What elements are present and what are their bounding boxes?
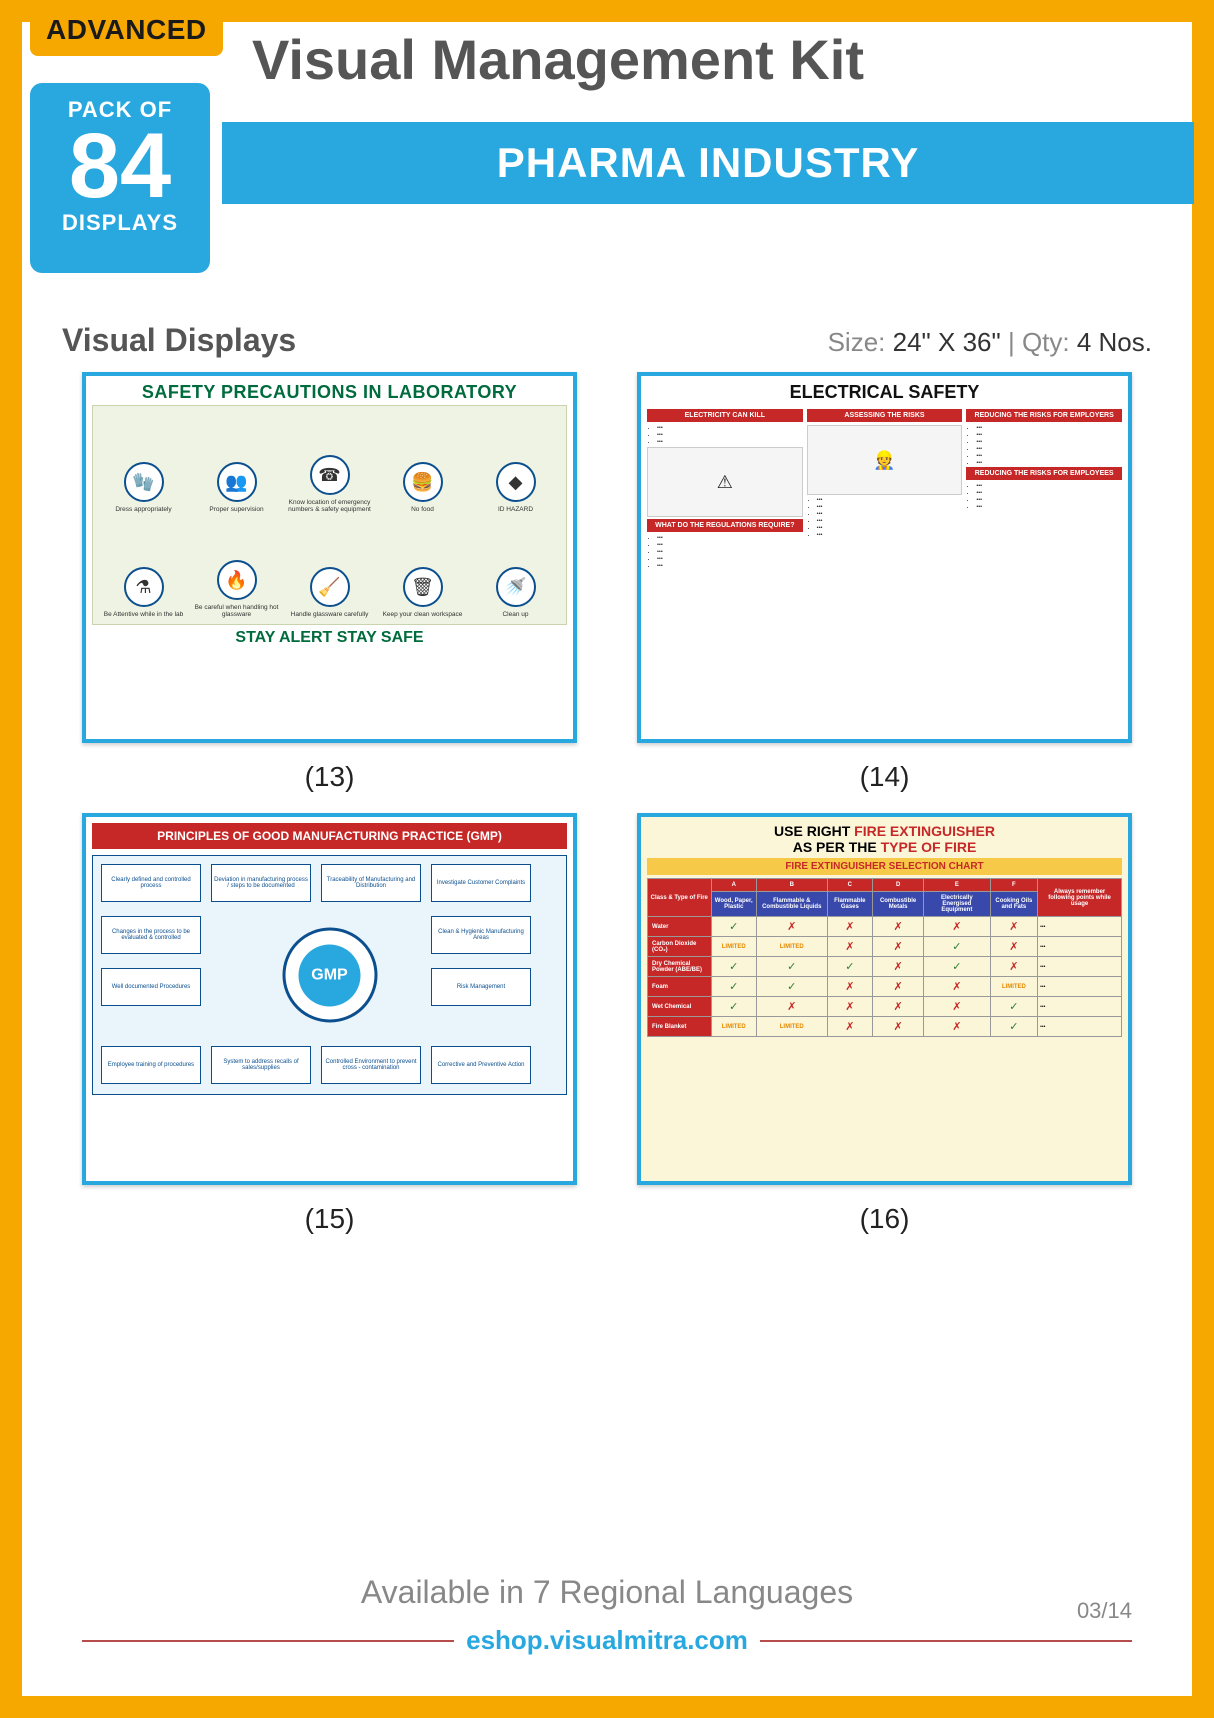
section-meta: Size: 24" X 36" | Qty: 4 Nos. [828, 327, 1152, 358]
poster-13: SAFETY PRECAUTIONS IN LABORATORY 🧤 Dress … [82, 372, 577, 793]
section-header: Visual Displays Size: 24" X 36" | Qty: 4… [62, 322, 1152, 359]
safety-label: ID HAZARD [498, 506, 533, 513]
safety-cell: 🍔 No food [378, 412, 467, 513]
safety-cell: 🧤 Dress appropriately [99, 412, 188, 513]
safety-label: Handle glassware carefully [291, 611, 369, 618]
gmp-label: GMP [299, 944, 361, 1006]
advanced-badge: ADVANCED [30, 0, 223, 56]
gmp-box: Clean & Hygienic Manufacturing Areas [431, 916, 531, 954]
poster-14-image: ELECTRICAL SAFETY ELECTRICITY CAN KILL •… [637, 372, 1132, 743]
poster-14-caption: (14) [860, 761, 910, 793]
p14-hdr-2: ASSESSING THE RISKS [807, 409, 963, 422]
safety-icon: 👥 [217, 462, 257, 502]
poster-16-subtitle: FIRE EXTINGUISHER SELECTION CHART [647, 858, 1122, 875]
gmp-box: Clearly defined and controlled process [101, 864, 201, 902]
safety-cell: 👥 Proper supervision [192, 412, 281, 513]
poster-13-footer: STAY ALERT STAY SAFE [86, 625, 573, 653]
safety-icon: 🔥 [217, 560, 257, 600]
industry-bar: PHARMA INDUSTRY [222, 122, 1194, 204]
poster-16-title: USE RIGHT FIRE EXTINGUISHER AS PER THE T… [641, 817, 1128, 855]
pack-count: 84 [30, 123, 210, 210]
gmp-box: System to address recalls of sales/suppl… [211, 1046, 311, 1084]
poster-15: PRINCIPLES OF GOOD MANUFACTURING PRACTIC… [82, 813, 577, 1234]
available-languages: Available in 7 Regional Languages [82, 1574, 1132, 1611]
safety-icon: ☎ [310, 455, 350, 495]
p14-hdr-5: REDUCING THE RISKS FOR EMPLOYEES [966, 467, 1122, 480]
poster-13-image: SAFETY PRECAUTIONS IN LABORATORY 🧤 Dress … [82, 372, 577, 743]
displays-label: DISPLAYS [30, 210, 210, 236]
poster-16: USE RIGHT FIRE EXTINGUISHER AS PER THE T… [637, 813, 1132, 1234]
divider-line [760, 1640, 1132, 1642]
poster-grid: SAFETY PRECAUTIONS IN LABORATORY 🧤 Dress … [82, 372, 1132, 1235]
poster-13-title: SAFETY PRECAUTIONS IN LABORATORY [86, 376, 573, 405]
page-footer: Available in 7 Regional Languages eshop.… [82, 1574, 1132, 1656]
fire-extinguisher-table: Class & Type of FireABCDEFAlways remembe… [647, 878, 1122, 1037]
safety-cell: 🚿 Clean up [471, 517, 560, 618]
qty-label: Qty: [1022, 327, 1070, 357]
poster-13-caption: (13) [305, 761, 355, 793]
gmp-box: Corrective and Preventive Action [431, 1046, 531, 1084]
safety-cell: 🗑 Keep your clean workspace [378, 517, 467, 618]
meta-separator: | [1008, 327, 1022, 357]
safety-icon: 🗑 [403, 567, 443, 607]
safety-cell: ☎ Know location of emergency numbers & sa… [285, 412, 374, 513]
safety-cell: 🧹 Handle glassware carefully [285, 517, 374, 618]
safety-label: No food [411, 506, 434, 513]
safety-label: Dress appropriately [115, 506, 171, 513]
poster-15-image: PRINCIPLES OF GOOD MANUFACTURING PRACTIC… [82, 813, 577, 1184]
gmp-box: Well documented Procedures [101, 968, 201, 1006]
gmp-box: Traceability of Manufacturing and Distri… [321, 864, 421, 902]
gmp-box: Deviation in manufacturing process / ste… [211, 864, 311, 902]
safety-label: Clean up [502, 611, 528, 618]
section-title: Visual Displays [62, 322, 296, 359]
safety-icon: 🚿 [496, 567, 536, 607]
p14-hdr-1: ELECTRICITY CAN KILL [647, 409, 803, 422]
safety-icon: 🧤 [124, 462, 164, 502]
safety-icon: ◆ [496, 462, 536, 502]
safety-label: Keep your clean workspace [383, 611, 463, 618]
gmp-box: Changes in the process to be evaluated &… [101, 916, 201, 954]
shop-url: eshop.visualmitra.com [466, 1625, 748, 1656]
poster-14-title: ELECTRICAL SAFETY [641, 376, 1128, 409]
poster-16-caption: (16) [860, 1203, 910, 1235]
poster-15-title: PRINCIPLES OF GOOD MANUFACTURING PRACTIC… [92, 823, 567, 849]
page-number: 03/14 [1077, 1598, 1132, 1624]
poster-15-caption: (15) [305, 1203, 355, 1235]
poster-16-image: USE RIGHT FIRE EXTINGUISHER AS PER THE T… [637, 813, 1132, 1184]
safety-cell: ⚗ Be Attentive while in the lab [99, 517, 188, 618]
qty-value: 4 Nos. [1077, 327, 1152, 357]
safety-label: Be Attentive while in the lab [104, 611, 184, 618]
size-value: 24" X 36" [893, 327, 1001, 357]
gmp-box: Controlled Environment to prevent cross … [321, 1046, 421, 1084]
safety-icon: 🧹 [310, 567, 350, 607]
catalog-page: ADVANCED PACK OF 84 DISPLAYS Visual Mana… [0, 0, 1214, 1718]
gmp-box: Risk Management [431, 968, 531, 1006]
p14-hdr-4: WHAT DO THE REGULATIONS REQUIRE? [647, 519, 803, 532]
gmp-box: Investigate Customer Complaints [431, 864, 531, 902]
page-title: Visual Management Kit [252, 27, 864, 92]
safety-cell: ◆ ID HAZARD [471, 412, 560, 513]
safety-icon: ⚗ [124, 567, 164, 607]
gmp-center-circle: GMP [282, 928, 377, 1023]
divider-line [82, 1640, 454, 1642]
gmp-box: Employee training of procedures [101, 1046, 201, 1084]
safety-cell: 🔥 Be careful when handling hot glassware [192, 517, 281, 618]
url-row: eshop.visualmitra.com [82, 1625, 1132, 1656]
poster-14: ELECTRICAL SAFETY ELECTRICITY CAN KILL •… [637, 372, 1132, 793]
pack-of-badge: PACK OF 84 DISPLAYS [30, 83, 210, 273]
safety-label: Proper supervision [209, 506, 263, 513]
p14-hdr-3: REDUCING THE RISKS FOR EMPLOYERS [966, 409, 1122, 422]
safety-icon: 🍔 [403, 462, 443, 502]
size-label: Size: [828, 327, 886, 357]
safety-label: Be careful when handling hot glassware [192, 604, 281, 618]
safety-label: Know location of emergency numbers & saf… [285, 499, 374, 513]
